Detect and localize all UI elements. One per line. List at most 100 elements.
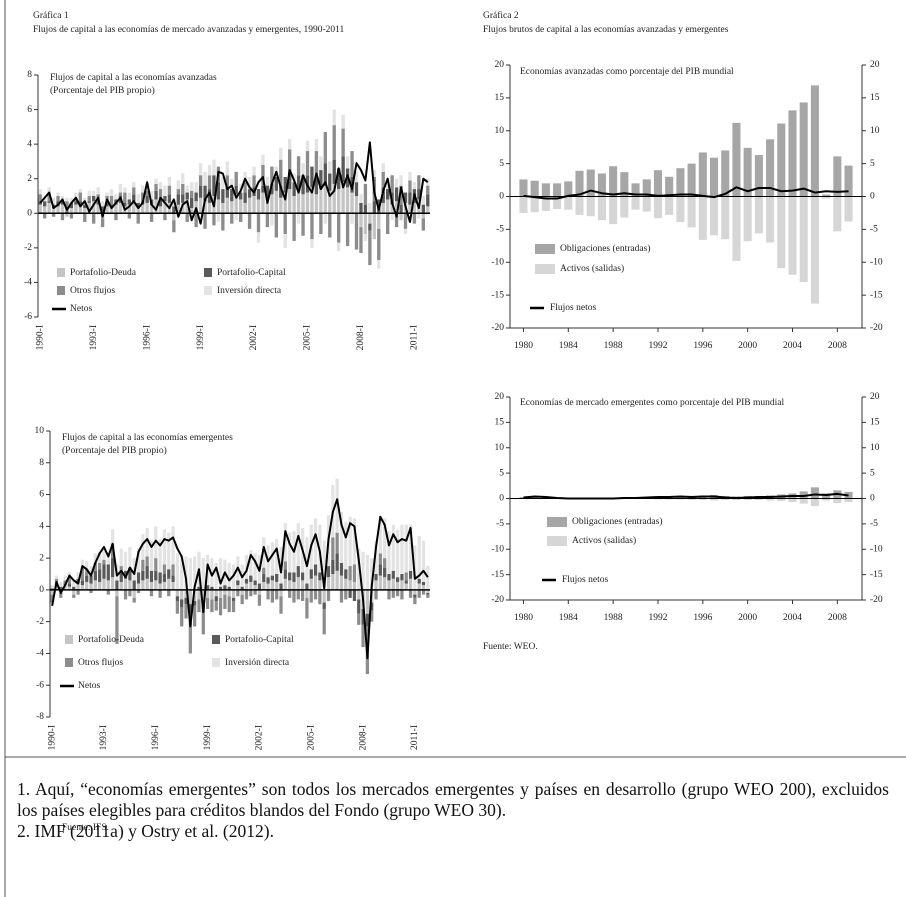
bar — [115, 589, 119, 597]
bar — [43, 213, 47, 219]
bar — [387, 589, 391, 600]
bar — [399, 204, 403, 214]
bar — [314, 151, 319, 179]
bar — [163, 213, 167, 221]
bar — [341, 156, 345, 183]
legend-label: Inversión directa — [217, 286, 282, 296]
chart-title: Flujos de capital a las economías emerge… — [62, 433, 233, 443]
bar — [230, 201, 234, 214]
bar — [777, 123, 786, 197]
bar — [72, 594, 76, 598]
bar — [216, 213, 221, 222]
bar — [368, 202, 372, 214]
bar — [421, 218, 425, 231]
bar — [207, 202, 212, 214]
bar — [553, 196, 562, 209]
bar — [314, 194, 319, 214]
x-tick-label: 1990-I — [47, 725, 57, 750]
bar — [314, 178, 319, 195]
bar — [313, 518, 318, 565]
bar — [188, 589, 192, 605]
bar — [89, 566, 93, 576]
bar — [283, 192, 287, 214]
y-tick-label: -20 — [491, 595, 504, 605]
legend-label: Obligaciones (entradas) — [572, 516, 662, 527]
bar — [530, 180, 539, 197]
bar — [412, 202, 417, 214]
bar — [350, 151, 354, 177]
bar — [247, 176, 252, 190]
bar — [141, 534, 145, 560]
bar — [38, 201, 42, 205]
bar — [365, 554, 370, 590]
bar — [332, 159, 336, 184]
bar — [279, 583, 283, 590]
bar — [163, 185, 167, 196]
bar — [38, 204, 42, 214]
bar — [158, 572, 162, 584]
bar — [777, 196, 786, 269]
bar — [141, 580, 145, 590]
bar — [185, 192, 189, 200]
bar — [288, 149, 292, 172]
bar — [69, 213, 74, 219]
bar — [365, 613, 370, 627]
bar — [296, 589, 300, 600]
bar — [110, 577, 115, 590]
bar — [386, 199, 390, 214]
bar — [372, 201, 376, 214]
legend-label: Flujos netos — [550, 303, 596, 313]
legend-swatch — [204, 286, 212, 295]
bar — [261, 192, 265, 214]
bar — [149, 204, 154, 214]
bar — [766, 139, 775, 197]
bar — [106, 589, 110, 595]
bar — [408, 578, 413, 590]
bar — [305, 140, 310, 152]
bar — [167, 569, 171, 579]
bar — [296, 213, 301, 224]
bar — [247, 213, 252, 229]
bar — [390, 175, 394, 193]
bar — [141, 204, 145, 214]
bar — [212, 213, 216, 226]
bar — [421, 585, 426, 590]
bar — [408, 589, 413, 598]
figure-title: Flujos brutos de capital a las economías… — [483, 25, 729, 35]
bar — [408, 570, 413, 579]
bar — [256, 213, 261, 233]
bar — [266, 589, 270, 600]
bar — [83, 208, 87, 214]
bar — [412, 213, 417, 224]
bar — [102, 559, 106, 565]
bar — [417, 175, 421, 190]
bar — [575, 170, 584, 197]
bar — [421, 213, 425, 219]
bar — [210, 599, 214, 613]
bar — [354, 213, 359, 250]
bar — [110, 558, 115, 578]
bar — [154, 580, 158, 590]
bar — [225, 197, 229, 214]
y2-tick-label: 10 — [870, 443, 880, 453]
bar — [318, 589, 322, 605]
bar — [381, 163, 385, 172]
figure-title: Flujos de capital a las economías de mer… — [33, 25, 345, 35]
bar — [337, 168, 341, 190]
bar — [328, 190, 332, 214]
bar — [221, 213, 225, 231]
bar — [180, 607, 184, 627]
bar — [188, 604, 192, 614]
bar — [530, 496, 539, 499]
bar — [80, 567, 85, 581]
bar — [136, 589, 141, 594]
y-tick-label: 10 — [495, 126, 505, 136]
bar — [328, 213, 332, 238]
bar — [118, 183, 123, 193]
bar — [709, 157, 719, 197]
bar — [106, 551, 110, 565]
bar — [145, 527, 149, 557]
bar — [345, 213, 350, 247]
bar — [214, 562, 218, 590]
bar — [403, 192, 408, 203]
